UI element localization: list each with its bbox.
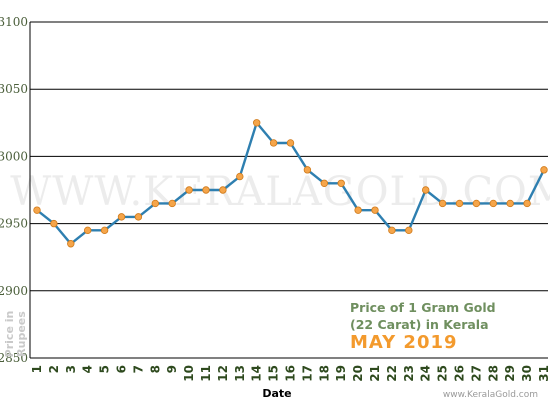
data-point-22 — [388, 226, 396, 235]
x-tick-30: 30 — [520, 365, 534, 382]
x-tick-27: 27 — [469, 365, 483, 382]
chart-title-line1: Price of 1 Gram Gold — [350, 300, 496, 315]
x-tick-31: 31 — [537, 365, 550, 382]
x-tick-1: 1 — [30, 365, 44, 373]
y-tick-3050: 3050 — [0, 82, 28, 96]
watermark-text: WWW.KERALAGOLD.COM — [10, 169, 550, 215]
x-tick-12: 12 — [216, 365, 230, 382]
data-point-17 — [303, 166, 312, 174]
x-tick-11: 11 — [199, 365, 213, 382]
x-tick-10: 10 — [182, 365, 196, 382]
data-point-2 — [50, 219, 58, 228]
x-tick-14: 14 — [250, 365, 264, 382]
x-tick-28: 28 — [486, 365, 500, 382]
x-tick-18: 18 — [317, 365, 331, 382]
data-point-10 — [185, 186, 193, 194]
data-point-9 — [168, 199, 176, 208]
x-tick-29: 29 — [503, 365, 517, 382]
x-tick-4: 4 — [81, 365, 95, 373]
x-tick-23: 23 — [402, 365, 416, 382]
x-tick-16: 16 — [284, 365, 298, 382]
y-tick-3100: 3100 — [0, 15, 28, 29]
x-tick-13: 13 — [233, 365, 247, 382]
data-point-6 — [117, 213, 126, 221]
data-point-15 — [269, 139, 278, 147]
data-point-5 — [100, 226, 109, 235]
x-tick-8: 8 — [148, 365, 162, 373]
x-axis-label: Date — [262, 387, 291, 400]
data-point-4 — [83, 226, 92, 235]
data-point-11 — [202, 186, 210, 194]
data-point-18 — [320, 179, 328, 187]
data-point-7 — [134, 213, 143, 221]
x-tick-15: 15 — [267, 365, 281, 382]
x-tick-22: 22 — [385, 365, 399, 382]
x-tick-26: 26 — [453, 365, 467, 382]
x-tick-21: 21 — [368, 365, 382, 382]
x-tick-24: 24 — [419, 365, 433, 382]
y-axis-label-line1: Price in — [3, 311, 16, 358]
series-layer — [33, 119, 548, 248]
data-point-12 — [219, 186, 227, 194]
data-point-25 — [438, 199, 447, 208]
grid-layer — [29, 21, 548, 359]
data-point-30 — [523, 199, 531, 208]
data-point-16 — [286, 139, 295, 147]
data-point-1 — [33, 206, 41, 214]
data-point-20 — [354, 206, 362, 214]
x-tick-9: 9 — [165, 365, 179, 373]
y-tick-labels: 2850 2900 2950 3000 3050 3100 — [0, 15, 28, 365]
x-tick-20: 20 — [351, 365, 365, 382]
x-tick-labels: 1 2 3 4 5 6 7 8 9 10 11 12 13 14 15 16 17 18 19 20 21 22 23 24 2… — [30, 365, 550, 382]
y-axis-label-line2: Rupees — [15, 311, 28, 357]
site-credit: www.KeralaGold.com — [443, 390, 538, 400]
x-tick-5: 5 — [98, 365, 112, 373]
data-point-26 — [455, 199, 464, 208]
y-axis-label: Price in Rupees — [3, 311, 28, 358]
data-point-31 — [540, 166, 548, 174]
x-tick-25: 25 — [436, 365, 450, 382]
data-point-21 — [371, 206, 379, 214]
x-tick-7: 7 — [131, 365, 145, 373]
chart-title-line2: (22 Carat) in Kerala — [350, 317, 489, 332]
data-point-27 — [472, 199, 481, 208]
x-tick-6: 6 — [115, 365, 129, 373]
x-tick-3: 3 — [64, 365, 78, 373]
y-tick-3000: 3000 — [0, 149, 28, 163]
x-tick-17: 17 — [300, 365, 314, 382]
data-point-13 — [236, 172, 244, 181]
y-tick-2850: 2850 — [0, 351, 28, 365]
x-tick-19: 19 — [334, 365, 348, 382]
data-point-14 — [253, 119, 261, 127]
data-point-3 — [67, 240, 75, 248]
data-point-29 — [506, 199, 514, 208]
x-tick-2: 2 — [47, 365, 61, 373]
y-tick-2950: 2950 — [0, 217, 28, 231]
data-point-19 — [337, 179, 345, 187]
chart-period: MAY 2019 — [350, 332, 458, 353]
y-tick-2900: 2900 — [0, 284, 28, 298]
data-point-24 — [422, 186, 430, 194]
data-point-23 — [405, 226, 413, 235]
data-point-28 — [489, 199, 497, 208]
data-point-8 — [151, 199, 159, 208]
